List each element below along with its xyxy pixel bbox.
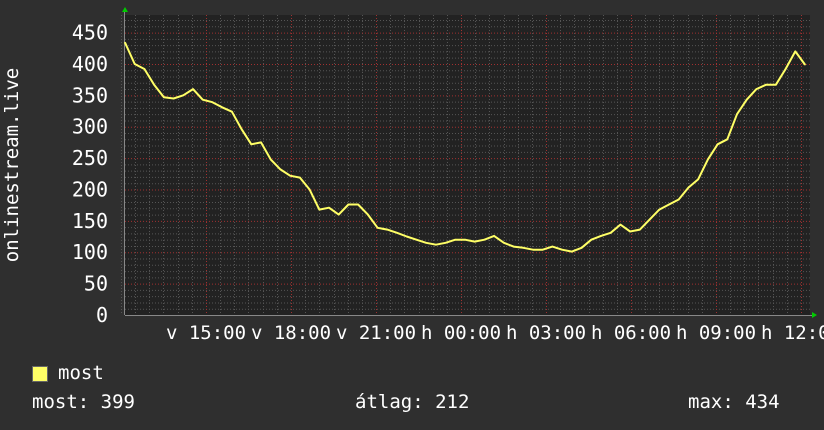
data-point — [172, 97, 175, 100]
data-point — [133, 63, 136, 65]
data-point — [765, 83, 767, 86]
data-point — [483, 238, 486, 241]
data-point — [279, 168, 282, 171]
data-point — [668, 203, 670, 206]
data-point — [201, 98, 204, 101]
data-point — [143, 68, 146, 70]
data-point — [697, 178, 699, 181]
data-point — [609, 232, 612, 234]
y-axis-label: onlinestream.live — [1, 67, 23, 263]
y-tick-label: 300 — [72, 115, 108, 139]
data-point — [658, 208, 661, 211]
data-point — [775, 83, 777, 86]
data-point — [347, 203, 350, 206]
data-point — [396, 232, 398, 234]
data-point — [415, 238, 418, 241]
data-point — [318, 208, 321, 211]
data-point — [619, 223, 622, 226]
data-point — [639, 228, 641, 231]
data-point — [328, 206, 330, 209]
data-point — [231, 110, 233, 113]
x-tick-label: h 09:00 — [676, 322, 756, 344]
data-point — [299, 176, 301, 179]
y-axis-arrow-icon — [122, 7, 128, 12]
data-point — [386, 228, 389, 231]
data-point — [794, 50, 797, 53]
data-point — [493, 235, 495, 237]
data-point — [590, 238, 593, 241]
x-tick-label: h 06:00 — [591, 322, 671, 344]
data-point — [192, 88, 194, 90]
data-point — [736, 113, 738, 115]
data-point — [745, 98, 748, 101]
data-point — [250, 143, 253, 146]
y-tick-label: 150 — [72, 209, 108, 233]
y-tick-label: 50 — [84, 272, 108, 296]
data-point — [600, 235, 602, 237]
y-tick-label: 450 — [72, 21, 108, 45]
data-point — [473, 240, 476, 243]
data-point — [260, 141, 262, 144]
stat-max: max: 434 — [688, 391, 780, 413]
data-point — [580, 247, 583, 249]
data-point — [182, 94, 185, 97]
data-point — [687, 186, 690, 189]
data-point — [677, 198, 680, 201]
y-tick-label: 200 — [72, 177, 108, 201]
data-point — [648, 218, 651, 221]
data-point — [425, 242, 427, 244]
y-tick-label: 0 — [96, 303, 108, 327]
data-point — [211, 101, 214, 103]
y-tick-label: 250 — [72, 146, 108, 170]
x-axis-arrow-icon — [812, 312, 817, 318]
legend-swatch-most — [32, 366, 48, 382]
data-point — [376, 227, 379, 229]
data-point — [153, 83, 155, 86]
data-point — [532, 248, 534, 251]
stat-current: most: 399 — [32, 391, 135, 413]
x-tick-label: h 00:00 — [421, 322, 501, 344]
data-point — [541, 248, 544, 251]
data-point — [464, 238, 466, 241]
data-point — [124, 41, 126, 44]
y-tick-label: 400 — [72, 52, 108, 76]
data-point — [629, 230, 631, 233]
data-point — [755, 88, 758, 90]
data-point — [707, 158, 709, 161]
data-point — [561, 248, 563, 251]
data-point — [512, 245, 515, 248]
stat-average: átlag: 212 — [355, 391, 470, 413]
data-point — [435, 243, 437, 246]
data-point — [571, 250, 573, 253]
data-point — [221, 106, 223, 109]
data-point — [289, 174, 291, 177]
data-point — [240, 128, 243, 130]
data-point — [804, 63, 806, 66]
x-tick-label: h 12:00 — [761, 322, 824, 344]
y-tick-label: 100 — [72, 240, 108, 264]
data-point — [444, 242, 447, 244]
x-tick-label: h 03:00 — [506, 322, 586, 344]
data-point — [367, 213, 369, 216]
data-point — [784, 68, 787, 70]
x-tick-label: v 18:00 — [251, 322, 331, 344]
data-point — [337, 213, 340, 216]
x-tick-label: v 21:00 — [336, 322, 416, 344]
data-point — [163, 96, 165, 98]
data-point — [716, 143, 719, 146]
data-point — [503, 242, 505, 244]
data-point — [308, 188, 311, 191]
data-point — [405, 235, 408, 238]
data-point — [269, 158, 272, 161]
data-point — [551, 245, 554, 248]
y-tick-label: 350 — [72, 83, 108, 107]
x-tick-label: v 15:00 — [166, 322, 246, 344]
data-point — [357, 203, 359, 206]
legend-label-most: most — [58, 362, 104, 384]
data-point — [454, 238, 457, 241]
data-point — [522, 247, 525, 249]
data-point — [726, 138, 729, 141]
